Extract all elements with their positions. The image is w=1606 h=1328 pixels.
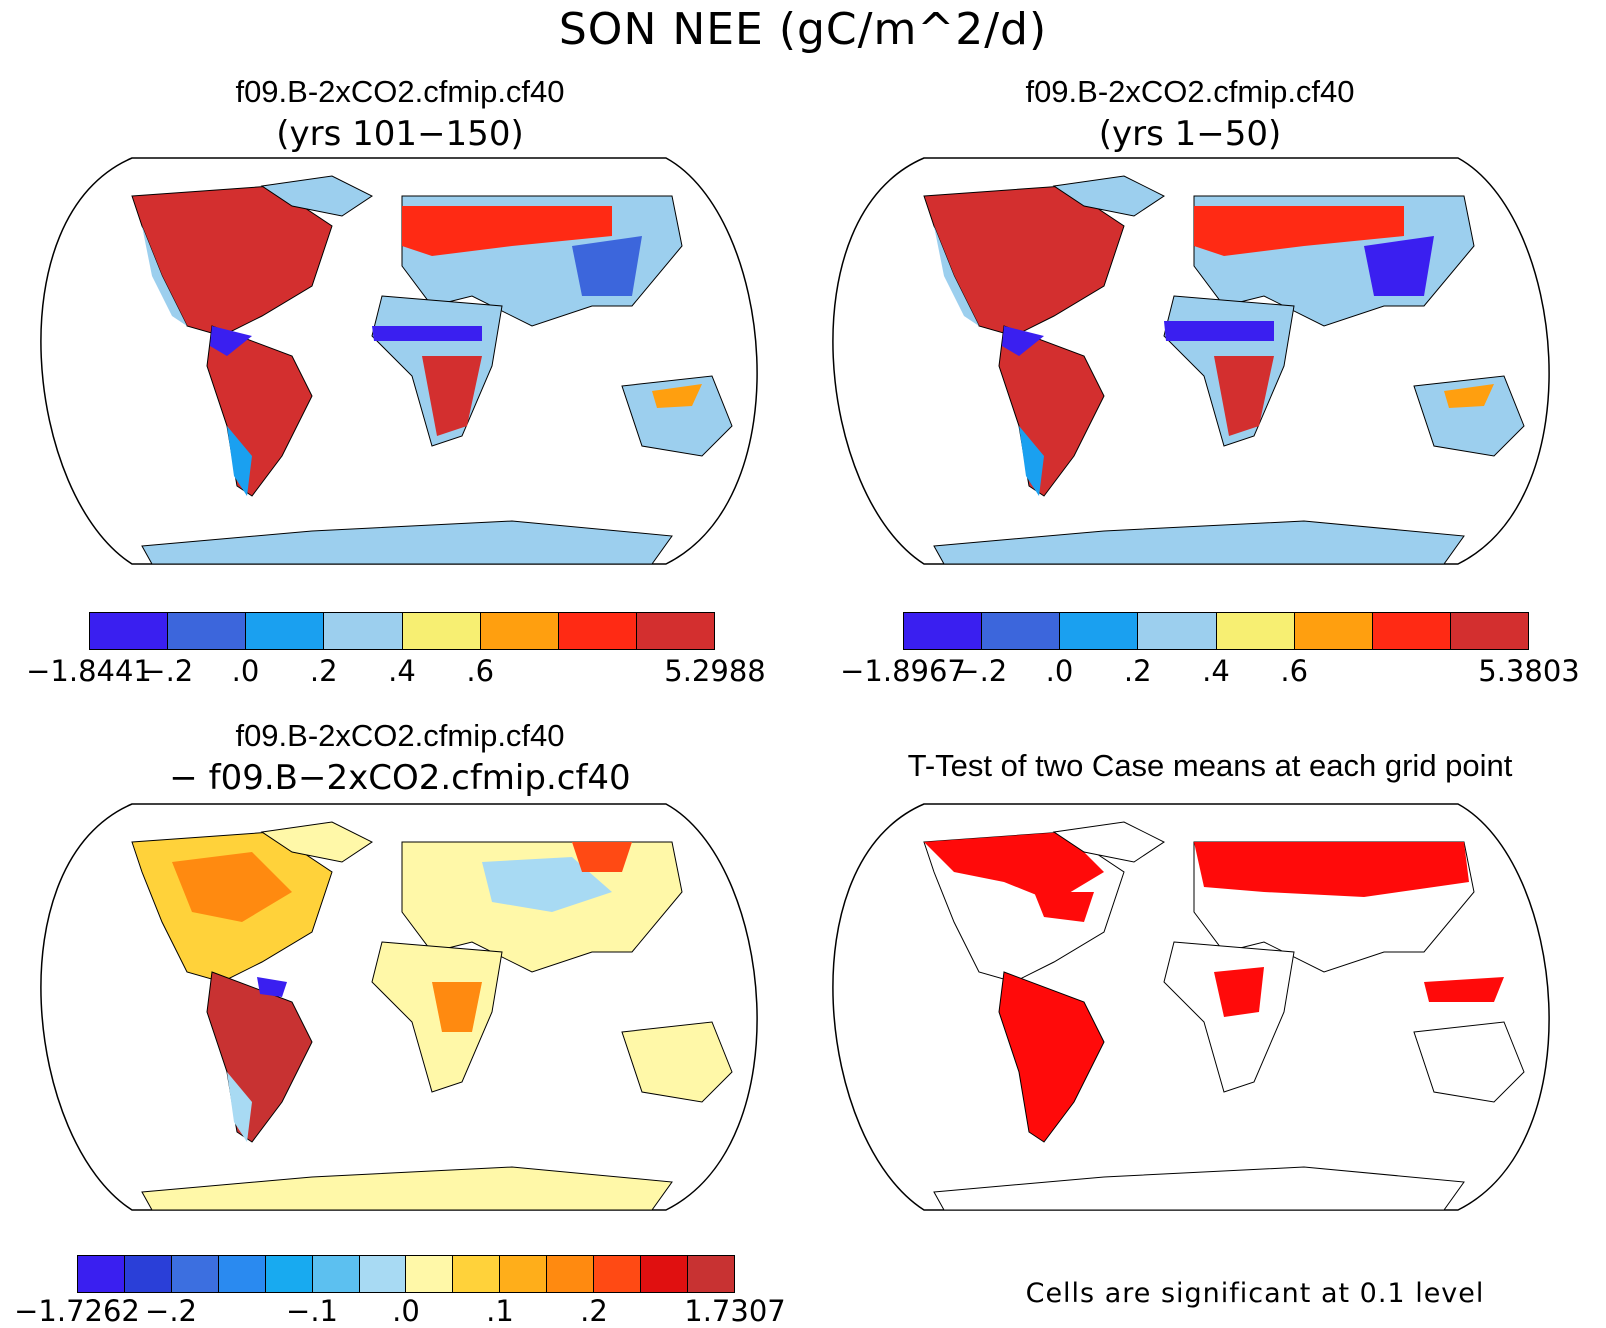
colorbar-swatch: [1216, 613, 1295, 649]
colorbar-swatch: [265, 1256, 313, 1292]
colorbar-tick-label: −.2: [145, 1294, 197, 1328]
colorbar-tick-label: .2: [580, 1294, 608, 1328]
colorbar-swatch: [1060, 613, 1139, 649]
colorbar-swatch: [312, 1256, 360, 1292]
colorbar-swatch: [558, 613, 637, 649]
colorbar-swatch: [324, 613, 403, 649]
colorbar-swatch: [1294, 613, 1373, 649]
colorbar-swatch: [171, 1256, 219, 1292]
colorbar-swatch: [402, 613, 481, 649]
colorbar-2: [903, 612, 1529, 650]
colorbar-tick-label: .6: [1280, 654, 1309, 688]
colorbar-swatch: [124, 1256, 172, 1292]
colorbar-tick-label: −1.7262: [14, 1294, 140, 1328]
panel1-title: f09.B-2xCO2.cfmip.cf40: [235, 74, 565, 109]
world-map-1: [40, 157, 758, 565]
colorbar-swatch: [246, 613, 325, 649]
colorbar-swatch: [547, 1256, 595, 1292]
map-panel-2: [804, 156, 1578, 566]
colorbar-swatch: [1450, 613, 1528, 649]
colorbar-tick-label: −1.8967: [840, 654, 966, 688]
colorbar-tick-label: .4: [388, 654, 416, 688]
colorbar-tick-label: −.2: [141, 654, 194, 688]
colorbar-swatch: [218, 1256, 266, 1292]
colorbar-tick-label: .2: [309, 654, 338, 688]
colorbar-tick-label: .1: [486, 1294, 514, 1328]
colorbar-swatch: [168, 613, 247, 649]
colorbar-tick-label: 5.2988: [664, 654, 766, 688]
colorbar-tick-label: .2: [1123, 654, 1152, 688]
colorbar-tick-label: −.2: [955, 654, 1008, 688]
colorbar-swatch: [641, 1256, 688, 1292]
colorbar-swatch: [594, 1256, 642, 1292]
colorbar-tick-label: .0: [392, 1294, 420, 1328]
colorbar-tick-label: .6: [466, 654, 495, 688]
colorbar-swatch: [78, 1256, 125, 1292]
colorbar-tick-label: −1.8441: [26, 654, 152, 688]
significance-note: Cells are significant at 0.1 level: [1025, 1278, 1485, 1309]
world-map-3: [40, 803, 758, 1211]
colorbar-swatch: [904, 613, 983, 649]
colorbar-tick-label: −.1: [286, 1294, 338, 1328]
colorbar-3: [77, 1255, 735, 1293]
world-map-2: [832, 157, 1550, 565]
world-map-4: [832, 803, 1550, 1211]
colorbar-swatch: [687, 1256, 734, 1292]
colorbar-tick-label: .0: [1045, 654, 1074, 688]
colorbar-tick-label: 5.3803: [1478, 654, 1580, 688]
colorbar-tick-label: 1.7307: [684, 1294, 786, 1328]
panel3-title: f09.B-2xCO2.cfmip.cf40: [235, 718, 565, 753]
colorbar-swatch: [636, 613, 714, 649]
colorbar-1: [89, 612, 715, 650]
panel2-subtitle: (yrs 1−50): [1098, 114, 1282, 154]
panel2-title: f09.B-2xCO2.cfmip.cf40: [1025, 74, 1355, 109]
panel1-subtitle: (yrs 101−150): [276, 114, 524, 154]
colorbar-swatch: [1372, 613, 1451, 649]
colorbar-swatch: [453, 1256, 501, 1292]
map-panel-4: [804, 802, 1578, 1212]
colorbar-swatch: [359, 1256, 407, 1292]
colorbar-swatch: [500, 1256, 548, 1292]
colorbar-swatch: [90, 613, 169, 649]
panel3-subtitle: − f09.B−2xCO2.cfmip.cf40: [169, 758, 631, 798]
colorbar-tick-label: .0: [231, 654, 260, 688]
map-panel-3: [12, 802, 786, 1212]
figure-title: SON NEE (gC/m^2/d): [558, 4, 1048, 55]
colorbar-swatch: [480, 613, 559, 649]
map-panel-1: [12, 156, 786, 566]
colorbar-swatch: [1138, 613, 1217, 649]
panel4-title: T-Test of two Case means at each grid po…: [907, 748, 1513, 783]
colorbar-tick-label: .4: [1202, 654, 1230, 688]
colorbar-swatch: [406, 1256, 454, 1292]
colorbar-swatch: [982, 613, 1061, 649]
